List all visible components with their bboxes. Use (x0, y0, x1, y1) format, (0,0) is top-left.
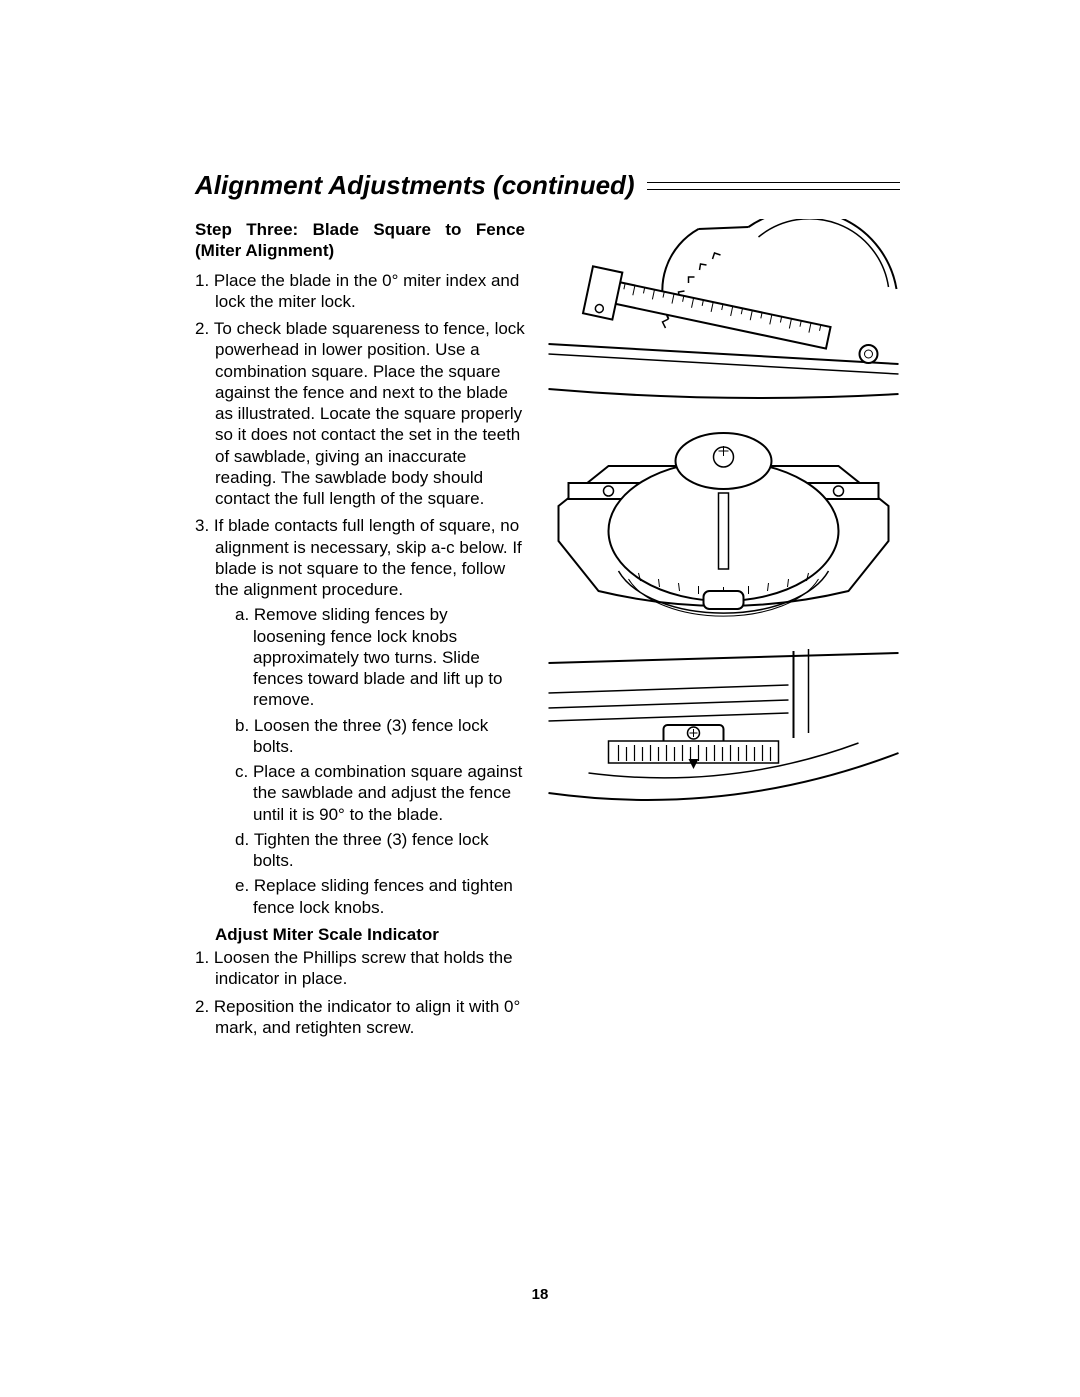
figure-blade-square (547, 219, 900, 409)
miter-table-svg (547, 421, 900, 621)
miter-item: 1. Loosen the Phillips screw that holds … (195, 947, 525, 990)
step-text: Place the blade in the 0° miter index an… (214, 271, 519, 311)
miter-item: 2. Reposition the indicator to align it … (195, 996, 525, 1039)
text-column: Step Three: Blade Square to Fence (Miter… (195, 219, 525, 1044)
page-number: 18 (0, 1286, 1080, 1303)
step-text: To check blade squareness to fence, lock… (214, 319, 525, 508)
figure-column (547, 219, 900, 1044)
miter-scale-list: 1. Loosen the Phillips screw that holds … (195, 947, 525, 1038)
substep-item: e. Replace sliding fences and tighten fe… (215, 875, 525, 918)
substep-text: Place a combination square against the s… (253, 762, 522, 824)
substep-item: c. Place a combination square against th… (215, 761, 525, 825)
manual-page: Alignment Adjustments (continued) Step T… (0, 0, 1080, 1397)
step-item: 3. If blade contacts full length of squa… (195, 515, 525, 918)
step-list: 1. Place the blade in the 0° miter index… (195, 270, 525, 918)
scale-indicator-svg (547, 633, 900, 811)
step-item: 2. To check blade squareness to fence, l… (195, 318, 525, 509)
substep-item: b. Loosen the three (3) fence lock bolts… (215, 715, 525, 758)
substep-item: d. Tighten the three (3) fence lock bolt… (215, 829, 525, 872)
step-heading: Step Three: Blade Square to Fence (Miter… (195, 219, 525, 262)
substep-text: Loosen the three (3) fence lock bolts. (253, 716, 488, 756)
step-item: 1. Place the blade in the 0° miter index… (195, 270, 525, 313)
step-text: If blade contacts full length of square,… (214, 516, 522, 599)
substep-text: Replace sliding fences and tighten fence… (253, 876, 513, 916)
miter-text: Loosen the Phillips screw that holds the… (214, 948, 513, 988)
figure-scale-indicator (547, 633, 900, 811)
substep-list: a. Remove sliding fences by loosening fe… (215, 604, 525, 918)
substep-item: a. Remove sliding fences by loosening fe… (215, 604, 525, 710)
section-title: Alignment Adjustments (continued) (195, 170, 647, 201)
miter-text: Reposition the indicator to align it wit… (214, 997, 520, 1037)
content-columns: Step Three: Blade Square to Fence (Miter… (195, 219, 900, 1044)
title-rule (647, 182, 900, 190)
substep-text: Tighten the three (3) fence lock bolts. (253, 830, 489, 870)
blade-square-svg (547, 219, 900, 409)
figure-miter-table (547, 421, 900, 621)
substep-text: Remove sliding fences by loosening fence… (253, 605, 503, 709)
section-header: Alignment Adjustments (continued) (195, 170, 900, 201)
miter-scale-heading: Adjust Miter Scale Indicator (195, 924, 525, 945)
